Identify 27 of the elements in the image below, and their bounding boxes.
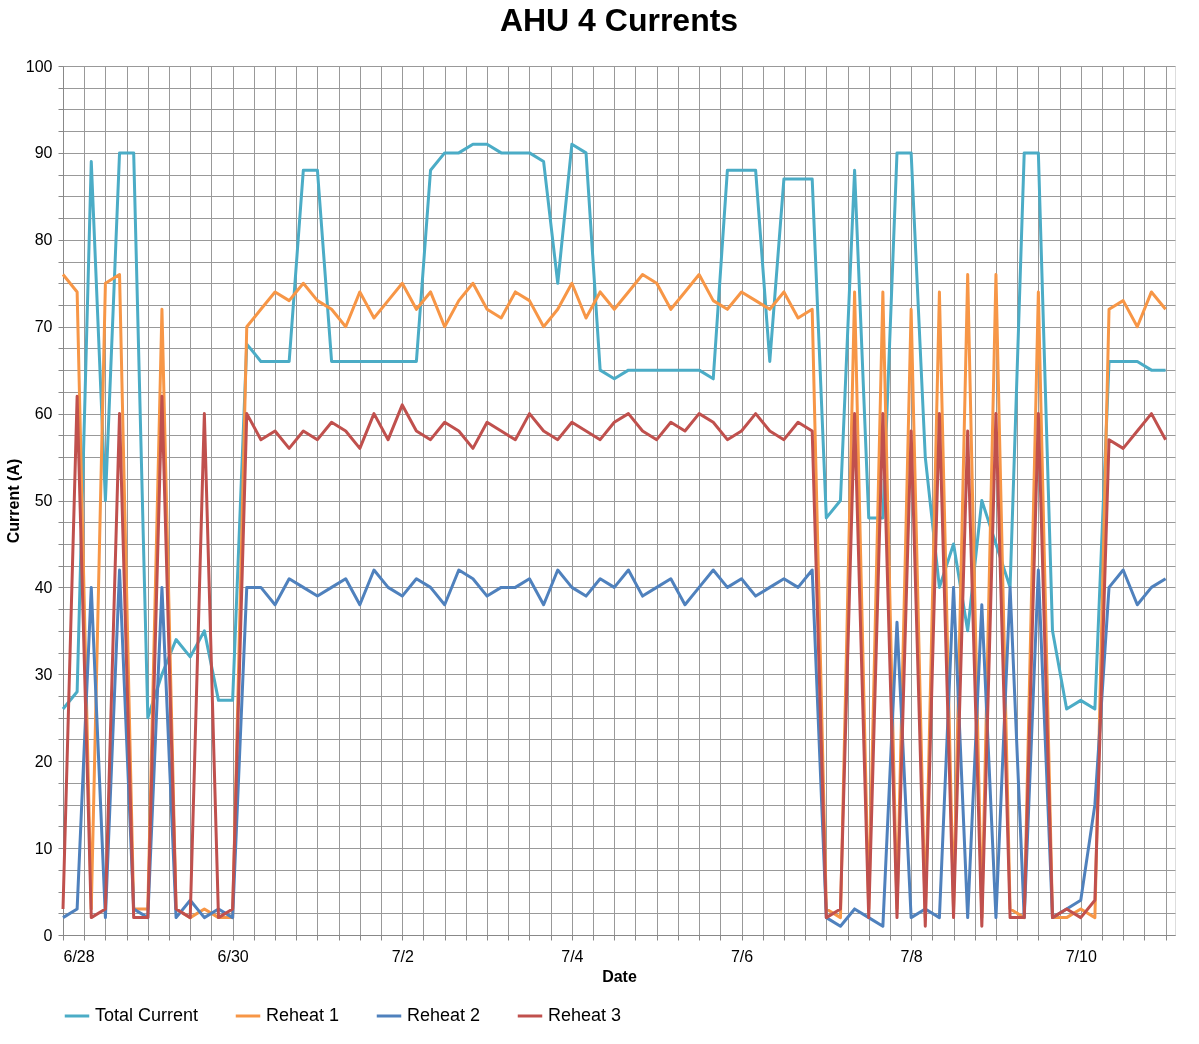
x-tick-label: 7/8 (900, 947, 923, 965)
x-axis-title: Date (602, 967, 637, 985)
x-tick-label: 7/4 (561, 947, 584, 965)
x-tick-label: 7/6 (730, 947, 754, 965)
chart-title: AHU 4 Currents (499, 2, 739, 38)
y-axis-title: Current (A) (4, 458, 22, 544)
x-tick-label: 6/28 (63, 947, 95, 965)
y-tick-label: 70 (34, 318, 53, 336)
y-tick-label: 100 (25, 57, 53, 75)
x-tick-label: 7/10 (1065, 947, 1097, 965)
legend-label: Reheat 1 (266, 1005, 340, 1025)
x-tick-label: 7/2 (391, 947, 414, 965)
y-tick-label: 30 (34, 665, 53, 683)
y-tick-label: 40 (34, 578, 53, 596)
y-tick-label: 50 (34, 492, 53, 509)
y-tick-label: 20 (34, 752, 53, 770)
legend-label: Reheat 3 (548, 1005, 622, 1025)
y-tick-label: 90 (34, 144, 53, 162)
y-tick-label: 60 (34, 405, 53, 423)
legend-label: Reheat 2 (407, 1005, 481, 1025)
line-series (61, 394, 1168, 928)
y-tick-label: 80 (34, 231, 53, 249)
y-tick-label: 0 (43, 926, 53, 944)
legend-label: Total Current (95, 1005, 199, 1025)
y-tick-label: 10 (34, 839, 53, 857)
x-tick-label: 6/30 (217, 947, 249, 965)
line-series (61, 142, 1168, 720)
